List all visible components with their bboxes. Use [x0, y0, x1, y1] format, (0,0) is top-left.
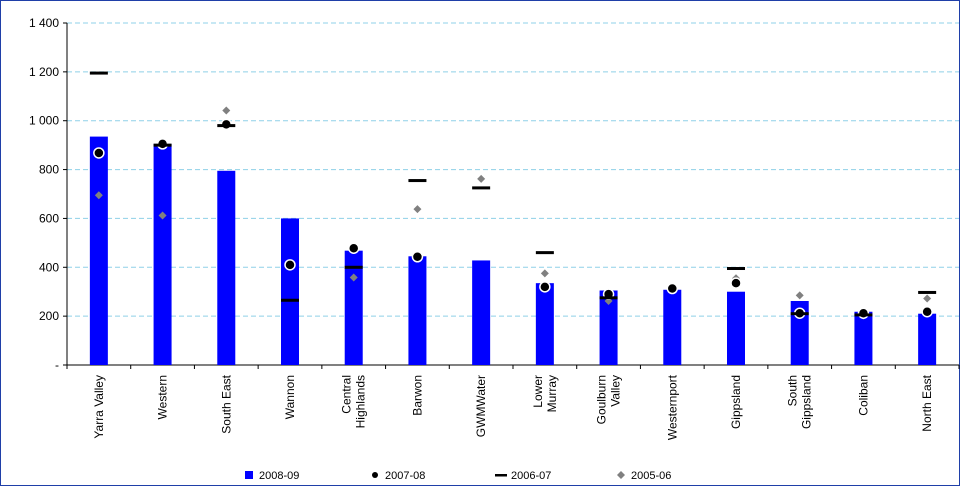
legend-swatch — [617, 471, 625, 479]
dash-2006-07 — [408, 179, 427, 183]
diamond-2005-06 — [349, 273, 358, 282]
legend-swatch — [372, 472, 378, 478]
dash-2006-07 — [599, 296, 618, 300]
bar-2008-09 — [344, 250, 363, 365]
dash-2006-07 — [344, 265, 363, 269]
category-labels: Yarra Valley Western South East Wannon Centr… — [92, 374, 934, 440]
category-label: Barwon — [410, 375, 424, 416]
bar-2008-09 — [790, 300, 809, 365]
dash-2006-07 — [217, 124, 236, 128]
dash-2006-07 — [535, 251, 554, 255]
category-label: Goulburn — [595, 375, 609, 424]
bar-2008-09 — [918, 313, 937, 365]
y-tick-label: 1 000 — [29, 114, 59, 128]
dash-2006-07 — [918, 290, 937, 294]
category-label: North East — [920, 374, 934, 431]
diamond-2005-06 — [94, 191, 103, 200]
diamond-2005-06 — [222, 106, 231, 115]
point-2007-08 — [730, 277, 742, 289]
marker-series — [89, 71, 937, 320]
legend-item: 2006-07 — [495, 470, 551, 482]
point-2007-08 — [857, 307, 870, 319]
point-2007-08 — [666, 282, 679, 295]
legend-label: 2005-06 — [631, 470, 671, 482]
dash-2006-07 — [472, 186, 491, 190]
y-tick-label: 600 — [39, 211, 59, 225]
bar-2008-09 — [217, 170, 236, 365]
bar-2008-09 — [599, 290, 618, 365]
axes: - 200 400 600 800 1 000 1 200 1 400 — [29, 16, 960, 372]
bar-2008-09 — [408, 256, 427, 365]
legend-label: 2008-09 — [259, 470, 299, 482]
bar-2008-09 — [535, 283, 554, 365]
diamond-2005-06 — [540, 269, 549, 278]
y-tick-label: 400 — [39, 260, 59, 274]
bar-2008-09 — [663, 289, 682, 365]
category-label: Valley — [609, 375, 623, 407]
point-2007-08 — [284, 259, 296, 271]
point-2007-08 — [411, 251, 424, 263]
category-label: Murray — [545, 375, 559, 412]
legend-swatch — [495, 474, 507, 477]
legend-label: 2007-08 — [385, 470, 425, 482]
category-label: Lower — [531, 375, 545, 408]
bar-2008-09 — [727, 291, 745, 365]
category-label: South — [786, 375, 800, 406]
point-2007-08 — [921, 305, 933, 318]
y-tick-label: 200 — [39, 309, 59, 323]
bar-2008-09 — [472, 260, 491, 365]
bar-2008-09 — [89, 136, 108, 365]
dash-2006-07 — [727, 267, 745, 271]
category-label: Wannon — [283, 375, 297, 419]
category-label: Central — [340, 375, 354, 414]
category-label: Western — [156, 375, 170, 419]
dash-2006-07 — [153, 143, 172, 147]
category-label: Gippsland — [729, 375, 743, 429]
diamond-2005-06 — [923, 294, 932, 303]
point-2007-08 — [539, 281, 551, 293]
y-tick-label: 1 400 — [29, 16, 59, 30]
legend-swatch — [245, 471, 253, 479]
category-label: Yarra Valley — [92, 375, 106, 439]
dash-2006-07 — [790, 312, 809, 316]
category-label: South East — [219, 374, 233, 433]
legend-item: 2007-08 — [372, 470, 425, 482]
diamond-2005-06 — [795, 291, 804, 300]
bar-series — [89, 136, 937, 365]
legend-label: 2006-07 — [511, 470, 551, 482]
y-tick-label: 800 — [39, 163, 59, 177]
dash-2006-07 — [89, 71, 108, 75]
y-tick-label: 1 200 — [29, 65, 59, 79]
category-label: Coliban — [856, 375, 870, 416]
bar-2008-09 — [854, 311, 873, 365]
bar-2008-09 — [153, 143, 172, 365]
bar-2008-09 — [281, 218, 299, 365]
y-tick-label: - — [55, 358, 59, 372]
point-2007-08 — [93, 147, 105, 159]
category-label: Highlands — [354, 375, 368, 428]
category-label: GWMWater — [474, 375, 488, 437]
diamond-2005-06 — [158, 211, 167, 220]
legend-item: 2005-06 — [617, 470, 671, 482]
category-label: Westernport — [665, 374, 679, 440]
legend: 2008-09 2007-08 2006-07 2005-06 — [245, 470, 671, 482]
diamond-2005-06 — [413, 205, 422, 214]
legend-item: 2008-09 — [245, 470, 299, 482]
dash-2006-07 — [854, 313, 873, 317]
grid-lines — [67, 22, 959, 317]
diamond-2005-06 — [477, 174, 486, 183]
category-label: Gippsland — [800, 375, 814, 429]
point-2007-08 — [347, 242, 360, 254]
dash-2006-07 — [281, 298, 299, 302]
